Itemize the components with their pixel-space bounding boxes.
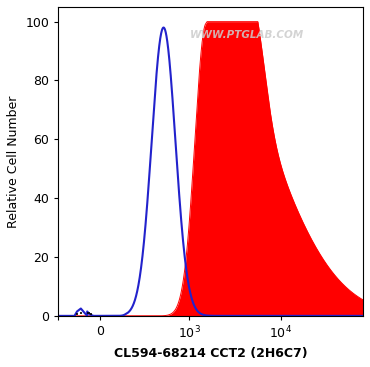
Y-axis label: Relative Cell Number: Relative Cell Number xyxy=(7,95,20,228)
X-axis label: CL594-68214 CCT2 (2H6C7): CL594-68214 CCT2 (2H6C7) xyxy=(114,347,307,360)
Text: WWW.PTGLAB.COM: WWW.PTGLAB.COM xyxy=(190,30,305,40)
